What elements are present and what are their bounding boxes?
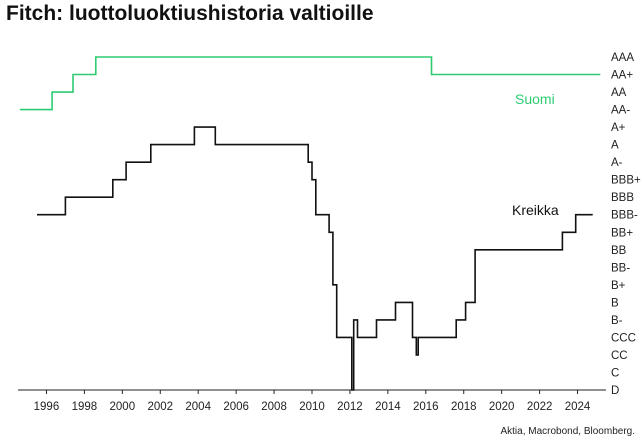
y-tick-label: AA- xyxy=(611,105,630,117)
x-tick-label: 2022 xyxy=(527,401,553,413)
series-line-kreikka xyxy=(37,126,593,391)
x-tick-label: 2020 xyxy=(489,401,515,413)
y-tick-label: B+ xyxy=(611,280,626,292)
x-tick-label: 1996 xyxy=(34,401,60,413)
x-tick-label: 2008 xyxy=(261,401,287,413)
y-tick-label: AA xyxy=(611,87,627,99)
series-label-kreikka: Kreikka xyxy=(512,202,559,218)
x-tick-label: 2000 xyxy=(110,401,136,413)
y-tick-label: CC xyxy=(611,350,628,362)
x-tick-label: 2018 xyxy=(451,401,477,413)
x-tick-label: 2010 xyxy=(299,401,325,413)
y-tick-label: B- xyxy=(611,315,623,327)
label-layer: Suomi Kreikka xyxy=(512,91,559,218)
x-tick-label: 1998 xyxy=(72,401,98,413)
series-layer xyxy=(19,56,601,391)
y-tick-label: AAA xyxy=(611,52,634,64)
y-tick-label: A- xyxy=(611,157,623,169)
x-tick-label: 2004 xyxy=(185,401,211,413)
x-tick-label: 2024 xyxy=(565,401,591,413)
y-tick-label: BBB xyxy=(611,192,634,204)
source-note: Aktia, Macrobond, Bloomberg. xyxy=(500,426,635,437)
y-tick-label: AA+ xyxy=(611,70,633,82)
y-tick-label: A xyxy=(611,140,619,152)
y-tick-label: A+ xyxy=(611,122,626,134)
y-tick-label: BB- xyxy=(611,262,630,274)
y-tick-label: B xyxy=(611,297,619,309)
x-tick-label: 2012 xyxy=(337,401,363,413)
series-line-suomi xyxy=(19,56,601,111)
y-tick-label: BBB+ xyxy=(611,175,641,187)
y-tick-label: CCC xyxy=(611,332,636,344)
series-label-suomi: Suomi xyxy=(515,91,555,107)
y-tick-label: BB xyxy=(611,245,627,257)
chart-title: Fitch: luottoluoktiushistoria valtioille xyxy=(6,2,374,25)
x-tick-label: 2002 xyxy=(147,401,173,413)
y-tick-label: C xyxy=(611,367,619,379)
y-tick-label: BBB- xyxy=(611,210,638,222)
y-tick-label: D xyxy=(611,385,619,397)
axis-layer: 1996 1998 2000 2002 2004 2006 2008 2010 2012 2014… xyxy=(18,52,641,413)
x-tick-label: 2006 xyxy=(223,401,249,413)
x-tick-label: 2016 xyxy=(413,401,439,413)
x-tick-label: 2014 xyxy=(375,401,401,413)
y-tick-label: BB+ xyxy=(611,227,633,239)
